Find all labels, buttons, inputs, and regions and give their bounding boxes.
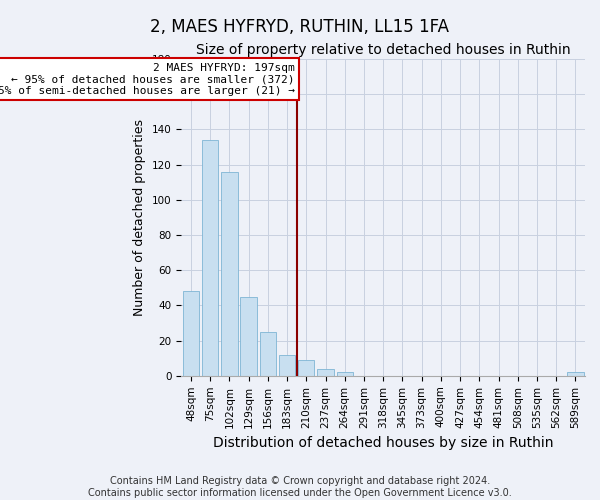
Bar [567,372,584,376]
Bar [317,369,334,376]
Bar [337,372,353,376]
Bar [241,296,257,376]
Text: 2, MAES HYFRYD, RUTHIN, LL15 1FA: 2, MAES HYFRYD, RUTHIN, LL15 1FA [151,18,449,36]
Bar [183,292,199,376]
Bar [260,332,276,376]
Text: 2 MAES HYFRYD: 197sqm
← 95% of detached houses are smaller (372)
5% of semi-deta: 2 MAES HYFRYD: 197sqm ← 95% of detached … [0,62,295,96]
Bar [298,360,314,376]
Text: Contains HM Land Registry data © Crown copyright and database right 2024.
Contai: Contains HM Land Registry data © Crown c… [88,476,512,498]
Bar [221,172,238,376]
Bar [279,354,295,376]
Bar [202,140,218,376]
X-axis label: Distribution of detached houses by size in Ruthin: Distribution of detached houses by size … [213,436,553,450]
Y-axis label: Number of detached properties: Number of detached properties [133,119,146,316]
Title: Size of property relative to detached houses in Ruthin: Size of property relative to detached ho… [196,42,571,56]
